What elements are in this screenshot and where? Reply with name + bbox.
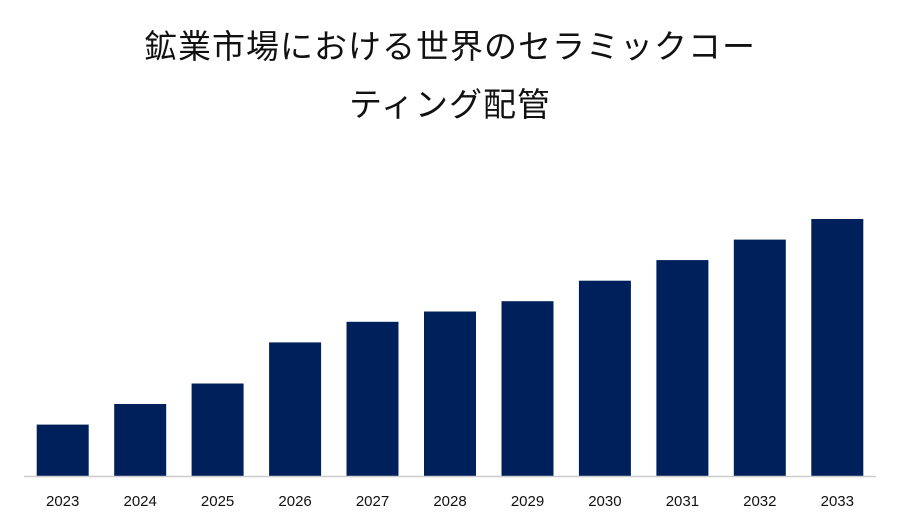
x-tick-label-2033: 2033 [821,493,854,510]
x-tick-label-2023: 2023 [46,493,79,510]
bars-group [36,219,864,476]
chart-title-line-1: 鉱業市場における世界のセラミックコー [144,27,756,66]
x-tick-label-2026: 2026 [278,493,311,510]
x-tick-labels: 2023 2024 2025 2026 2027 2028 2029 2030 2031 2032… [46,493,854,510]
x-tick-label-2027: 2027 [356,493,389,510]
chart-title: 鉱業市場における世界のセラミックコー ティング配管 [0,18,900,134]
x-tick-label-2032: 2032 [743,493,776,510]
bar-2028 [424,311,476,476]
bar-2029 [501,301,554,476]
bar-2032 [733,239,786,476]
bar-2023 [36,424,89,476]
x-tick-label-2030: 2030 [588,493,621,510]
bar-2031 [656,260,709,476]
x-tick-label-2025: 2025 [201,493,234,510]
bar-2030 [578,280,631,476]
bar-2027 [346,321,399,476]
bar-2024 [114,404,167,476]
bar-2025 [191,383,244,476]
bar-2026 [269,342,322,476]
x-tick-label-2029: 2029 [511,493,544,510]
chart-title-line-2: ティング配管 [348,85,552,124]
bar-2033 [811,219,864,476]
x-tick-label-2028: 2028 [433,493,466,510]
x-tick-label-2031: 2031 [666,493,699,510]
x-tick-label-2024: 2024 [124,493,157,510]
